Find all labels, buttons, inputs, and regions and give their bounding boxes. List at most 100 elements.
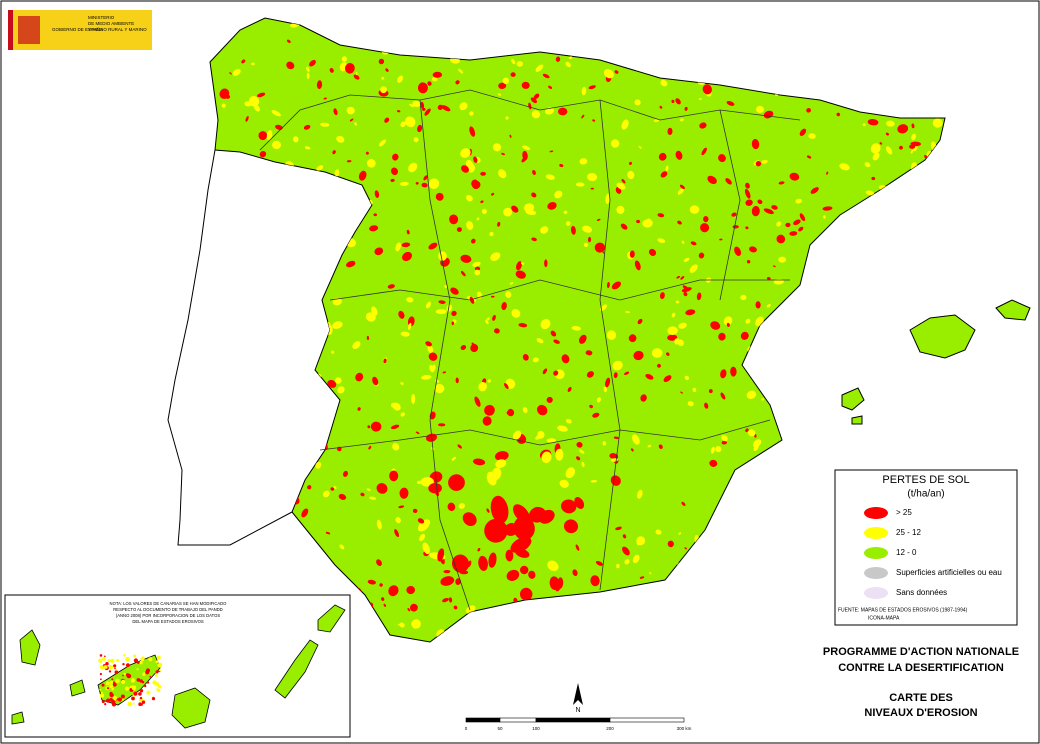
erosion-patch: [366, 335, 370, 341]
erosion-patch: [555, 587, 560, 592]
erosion-patch: [548, 85, 553, 89]
north-arrow: [573, 683, 583, 705]
erosion-patch: [106, 698, 111, 703]
erosion-patch: [554, 190, 563, 199]
erosion-patch: [271, 110, 281, 117]
erosion-patch: [127, 701, 132, 707]
logo-shield: [18, 16, 40, 44]
erosion-patch: [680, 391, 684, 394]
erosion-patch: [412, 508, 418, 514]
erosion-patch: [696, 292, 702, 301]
la-gomera: [69, 679, 86, 697]
erosion-patch: [490, 495, 509, 524]
erosion-patch: [136, 661, 140, 664]
erosion-patch: [581, 86, 587, 96]
erosion-patch: [374, 190, 380, 198]
legend-title: PERTES DE SOL: [882, 474, 969, 486]
erosion-patch: [139, 696, 143, 700]
erosion-patch: [272, 140, 281, 150]
erosion-patch: [427, 345, 434, 354]
erosion-patch: [708, 389, 713, 394]
erosion-patch: [472, 261, 481, 267]
erosion-patch: [885, 146, 893, 155]
erosion-patch: [911, 123, 915, 129]
erosion-patch: [520, 565, 529, 575]
erosion-patch: [588, 85, 596, 90]
erosion-patch: [388, 585, 399, 597]
erosion-patch: [107, 659, 111, 663]
erosion-patch: [104, 655, 106, 658]
legend-source: FUENTE: MAPAS DE ESTADOS EROSIVOS (1987-…: [838, 607, 968, 621]
erosion-patch: [369, 225, 379, 232]
erosion-patch: [335, 377, 342, 384]
erosion-patch: [798, 226, 804, 232]
erosion-patch: [286, 61, 295, 70]
erosion-patch: [497, 93, 502, 96]
erosion-patch: [625, 310, 630, 314]
erosion-patch: [473, 156, 478, 163]
erosion-patch: [649, 571, 652, 575]
erosion-patch: [339, 544, 345, 550]
erosion-patch: [530, 97, 538, 104]
erosion-patch: [513, 516, 535, 541]
erosion-patch: [810, 187, 819, 194]
erosion-patch: [785, 222, 791, 228]
erosion-patch: [489, 231, 494, 237]
erosion-patch: [469, 126, 476, 137]
erosion-patch: [329, 67, 334, 73]
erosion-patch: [405, 116, 416, 128]
erosion-patch: [570, 225, 576, 235]
erosion-patch: [123, 672, 126, 676]
erosion-patch: [637, 318, 643, 325]
erosion-patch: [409, 603, 418, 612]
erosion-patch: [449, 214, 459, 225]
erosion-patch: [746, 260, 751, 264]
erosion-patch: [586, 371, 594, 378]
erosion-patch: [495, 459, 507, 468]
formentera: [851, 415, 863, 425]
erosion-patch: [745, 226, 749, 230]
erosion-patch: [125, 673, 130, 677]
erosion-patch: [676, 275, 681, 279]
erosion-patch: [572, 569, 578, 577]
erosion-patch: [622, 546, 630, 556]
erosion-patch: [498, 169, 507, 179]
erosion-patch: [355, 71, 358, 76]
erosion-patch: [434, 383, 445, 394]
erosion-patch: [522, 407, 528, 413]
erosion-patch: [485, 320, 489, 324]
erosion-patch: [553, 339, 560, 344]
legend-swatch: [864, 527, 888, 539]
erosion-patch: [447, 502, 456, 511]
canary-note-line: (ANNO 2008) POR INCORPORACION DE LOS DAT…: [116, 613, 221, 618]
erosion-patch: [303, 124, 311, 130]
erosion-patch: [146, 690, 151, 695]
erosion-patch: [225, 94, 231, 99]
erosion-patch: [681, 240, 685, 244]
erosion-patch: [440, 576, 455, 586]
erosion-patch: [491, 192, 495, 196]
erosion-patch: [344, 63, 355, 74]
erosion-patch: [571, 326, 581, 331]
erosion-patch: [138, 702, 142, 706]
legend-label: 25 - 12: [896, 528, 921, 537]
legend-label: 12 - 0: [896, 548, 917, 557]
erosion-patch: [565, 61, 571, 68]
erosion-patch: [755, 160, 762, 167]
erosion-patch: [540, 319, 551, 330]
erosion-patch: [559, 163, 564, 168]
erosion-patch: [659, 292, 665, 300]
erosion-patch: [360, 492, 365, 497]
erosion-patch: [667, 540, 674, 548]
erosion-patch: [763, 208, 774, 215]
erosion-patch: [642, 219, 653, 228]
erosion-patch: [605, 193, 610, 205]
erosion-patch: [778, 256, 787, 263]
erosion-patch: [683, 257, 690, 262]
erosion-patch: [546, 438, 556, 443]
erosion-patch: [368, 445, 372, 450]
erosion-patch: [245, 115, 249, 122]
erosion-patch: [730, 366, 737, 377]
erosion-patch: [367, 425, 371, 429]
erosion-patch: [478, 382, 487, 392]
